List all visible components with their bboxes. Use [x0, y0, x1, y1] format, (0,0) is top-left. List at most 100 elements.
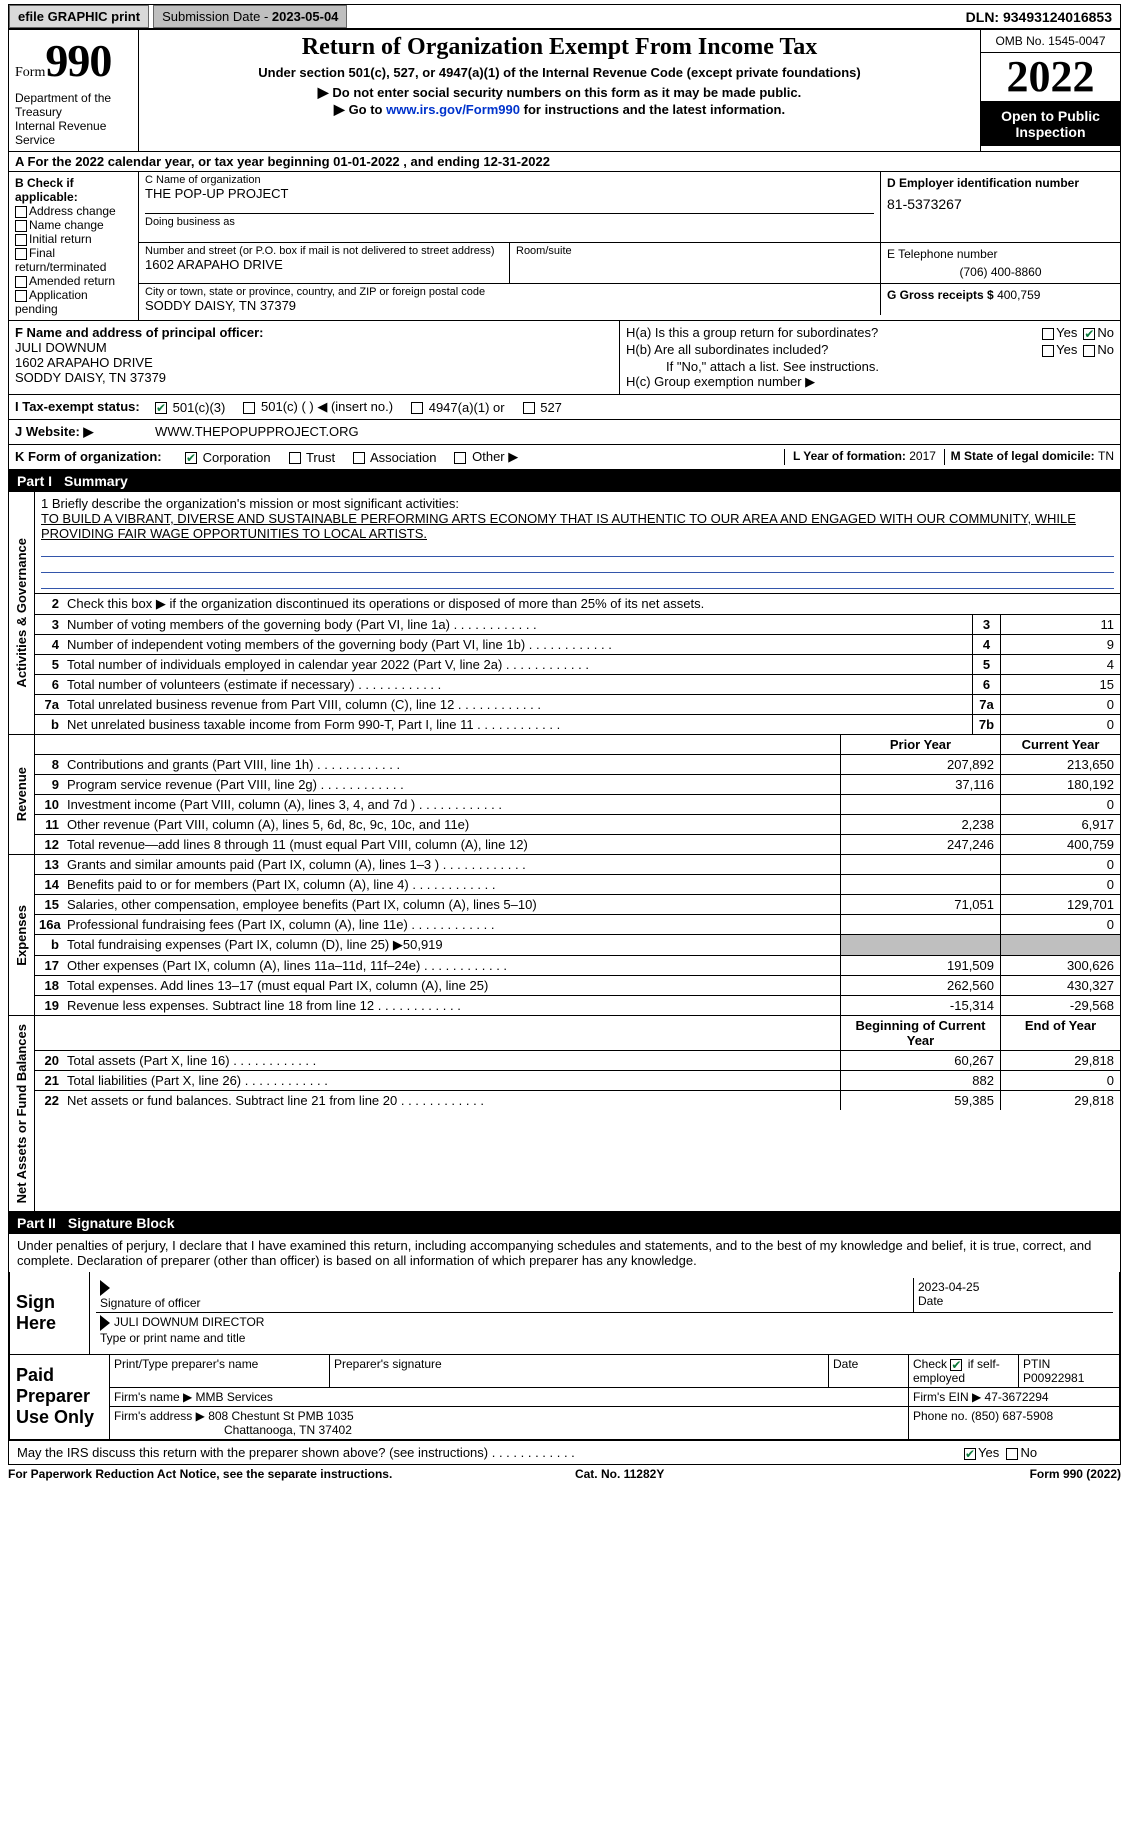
- chk-name-change[interactable]: Name change: [15, 218, 132, 232]
- line-17-curr: 300,626: [1000, 956, 1120, 975]
- opt-527[interactable]: 527: [523, 400, 562, 415]
- prep-sig-hdr: Preparer's signature: [330, 1355, 829, 1387]
- label-ein: D Employer identification number: [887, 176, 1079, 190]
- line-5-box: 5: [972, 655, 1000, 674]
- col-b-checkboxes: B Check if applicable: Address change Na…: [9, 172, 139, 320]
- label-phone: E Telephone number: [887, 247, 1114, 261]
- expenses-section: Expenses 13Grants and similar amounts pa…: [9, 855, 1120, 1016]
- cell-city: City or town, state or province, country…: [139, 284, 880, 315]
- row-a-text: For the 2022 calendar year, or tax year …: [28, 154, 550, 169]
- may-yes[interactable]: Yes: [964, 1445, 999, 1460]
- submission-date: Submission Date - 2023-05-04: [153, 5, 347, 28]
- chk-final-return[interactable]: Final return/terminated: [15, 246, 132, 274]
- tax-year: 2022: [981, 53, 1120, 102]
- cell-phone: E Telephone number (706) 400-8860: [880, 243, 1120, 283]
- line-7b-text: Net unrelated business taxable income fr…: [63, 715, 972, 734]
- firm-addr2: Chattanooga, TN 37402: [224, 1423, 352, 1437]
- top-bar: efile GRAPHIC print Submission Date - 20…: [8, 4, 1121, 29]
- line-14-prior: [840, 875, 1000, 894]
- opt-corporation[interactable]: Corporation: [185, 450, 271, 465]
- prep-firm-phone: Phone no. (850) 687-5908: [909, 1407, 1119, 1439]
- sign-here-label: Sign Here: [10, 1272, 90, 1354]
- line-5-text: Total number of individuals employed in …: [63, 655, 972, 674]
- officer-signature-field[interactable]: Signature of officer: [96, 1278, 913, 1312]
- line-13-prior: [840, 855, 1000, 874]
- vtab-exp-label: Expenses: [14, 897, 29, 974]
- line-7a-box: 7a: [972, 695, 1000, 714]
- may-no[interactable]: No: [1006, 1445, 1037, 1460]
- ptin-label: PTIN: [1023, 1357, 1050, 1371]
- col-f-officer: F Name and address of principal officer:…: [9, 321, 620, 394]
- chk-amended-return[interactable]: Amended return: [15, 274, 132, 288]
- triangle-icon: [100, 1280, 110, 1296]
- cell-gross-receipts: G Gross receipts $ 400,759: [880, 284, 1120, 315]
- prep-firm-ein: Firm's EIN ▶ 47-3672294: [909, 1388, 1119, 1406]
- block-fh: F Name and address of principal officer:…: [9, 321, 1120, 395]
- prep-ptin: PTINP00922981: [1019, 1355, 1119, 1387]
- chk-label: Name change: [29, 218, 104, 232]
- line-13-text: Grants and similar amounts paid (Part IX…: [63, 855, 840, 874]
- form-number: Form990: [15, 34, 132, 87]
- sign-here-block: Sign Here Signature of officer2023-04-25…: [9, 1272, 1120, 1355]
- opt-association[interactable]: Association: [353, 450, 436, 465]
- check-label: Check: [913, 1357, 947, 1371]
- address-value: 1602 ARAPAHO DRIVE: [145, 257, 503, 272]
- b-heading: B Check if applicable:: [15, 176, 78, 204]
- line-9-text: Program service revenue (Part VIII, line…: [63, 775, 840, 794]
- hb-note: If "No," attach a list. See instructions…: [666, 359, 1114, 374]
- sub-date-value: 2023-05-04: [272, 9, 339, 24]
- vtab-revenue: Revenue: [9, 735, 35, 854]
- efile-print-button[interactable]: efile GRAPHIC print: [9, 5, 149, 28]
- line-13-curr: 0: [1000, 855, 1120, 874]
- opt-501c[interactable]: 501(c) ( ) ◀ (insert no.): [243, 399, 393, 415]
- part-1-header: Part ISummary: [9, 470, 1120, 492]
- firm-ein-label: Firm's EIN ▶: [913, 1390, 985, 1404]
- line-10-curr: 0: [1000, 795, 1120, 814]
- prep-self-employed[interactable]: Check if self-employed: [909, 1355, 1019, 1387]
- form-num: 990: [45, 35, 111, 86]
- header-left: Form990 Department of the Treasury Inter…: [9, 30, 139, 151]
- opt-trust[interactable]: Trust: [289, 450, 336, 465]
- form-title: Return of Organization Exempt From Incom…: [145, 34, 974, 61]
- line-18-curr: 430,327: [1000, 976, 1120, 995]
- may-irs-discuss: May the IRS discuss this return with the…: [9, 1440, 1120, 1464]
- prep-firm-name: Firm's name ▶ MMB Services: [110, 1388, 909, 1406]
- mission-label: 1 Briefly describe the organization's mi…: [41, 496, 1114, 511]
- chk-initial-return[interactable]: Initial return: [15, 232, 132, 246]
- row-k-form-org: K Form of organization: Corporation Trus…: [9, 445, 1120, 470]
- chk-address-change[interactable]: Address change: [15, 204, 132, 218]
- label-dba: Doing business as: [145, 213, 874, 228]
- vtab-ag-label: Activities & Governance: [14, 530, 29, 696]
- opt-other[interactable]: Other ▶: [454, 449, 518, 465]
- header-center: Return of Organization Exempt From Incom…: [139, 30, 980, 151]
- hb-yes[interactable]: Yes: [1036, 342, 1077, 357]
- ha-no[interactable]: No: [1077, 325, 1114, 340]
- chk-label: Initial return: [29, 232, 92, 246]
- ha-yes[interactable]: Yes: [1036, 325, 1077, 340]
- line-14-text: Benefits paid to or for members (Part IX…: [63, 875, 840, 894]
- opt-label: 501(c)(3): [173, 400, 226, 415]
- line-7b-box: 7b: [972, 715, 1000, 734]
- hb-no[interactable]: No: [1077, 342, 1114, 357]
- footer-left: For Paperwork Reduction Act Notice, see …: [8, 1467, 392, 1481]
- current-year-hdr: Current Year: [1000, 735, 1120, 754]
- firm-phone-value: (850) 687-5908: [971, 1409, 1053, 1423]
- irs-link[interactable]: www.irs.gov/Form990: [386, 102, 520, 117]
- dln: DLN: 93493124016853: [966, 9, 1120, 25]
- block-bcdefg: B Check if applicable: Address change Na…: [9, 172, 1120, 321]
- dln-label: DLN:: [966, 9, 1003, 25]
- sig-name-label: Type or print name and title: [100, 1331, 245, 1345]
- chk-application-pending[interactable]: Application pending: [15, 288, 132, 316]
- opt-501c3[interactable]: 501(c)(3): [155, 400, 225, 415]
- line-12-text: Total revenue—add lines 8 through 11 (mu…: [63, 835, 840, 854]
- line-6-box: 6: [972, 675, 1000, 694]
- k-label: K Form of organization:: [15, 449, 185, 465]
- form-header: Form990 Department of the Treasury Inter…: [9, 30, 1120, 152]
- form-word: Form: [15, 65, 45, 80]
- note-2-post: for instructions and the latest informat…: [520, 102, 785, 117]
- mission-blank-lines: [41, 541, 1114, 589]
- opt-4947[interactable]: 4947(a)(1) or: [411, 400, 505, 415]
- line-4-box: 4: [972, 635, 1000, 654]
- row-i-tax-exempt: I Tax-exempt status: 501(c)(3) 501(c) ( …: [9, 395, 1120, 420]
- ha-label: H(a) Is this a group return for subordin…: [626, 325, 1036, 340]
